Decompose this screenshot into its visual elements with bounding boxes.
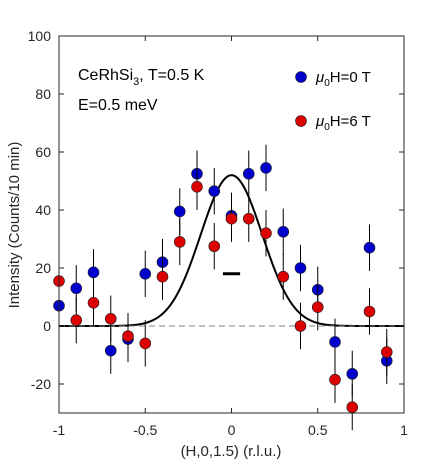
- legend-sub-6T: 0: [324, 122, 330, 133]
- legend-label-6T: μ0H=6 T: [315, 113, 371, 133]
- material-name: CeRhSi: [78, 67, 133, 84]
- y-tick-label: 20: [35, 260, 51, 276]
- data-point: [225, 212, 238, 225]
- temperature-text: , T=0.5 K: [139, 67, 204, 84]
- data-point: [208, 185, 221, 197]
- data-layer: [53, 144, 393, 431]
- legend-rest-6T: H=6 T: [330, 113, 371, 130]
- x-axis-label: (H,0,1.5) (r.l.u.): [181, 443, 282, 460]
- x-tick-label: 0.5: [308, 422, 328, 438]
- legend-label-0T: μ0H=0 T: [315, 69, 371, 89]
- data-point: [260, 227, 272, 239]
- x-tick-label: 0: [228, 422, 236, 438]
- x-tick-label: -1: [53, 422, 66, 438]
- data-point: [208, 240, 221, 253]
- y-tick-label: 60: [35, 144, 51, 160]
- data-point: [87, 266, 100, 279]
- y-tick-label: -20: [31, 376, 51, 392]
- legend-rest-0T: H=0 T: [330, 69, 371, 86]
- data-point: [70, 314, 83, 327]
- data-point: [70, 282, 83, 295]
- x-tick-label: -0.5: [133, 422, 157, 438]
- annotation-energy: E=0.5 meV: [78, 97, 158, 114]
- data-point: [277, 225, 290, 238]
- data-point: [329, 336, 341, 348]
- data-point: [329, 373, 341, 386]
- data-point: [380, 346, 393, 358]
- data-point: [173, 205, 186, 218]
- legend-mu-6T: μ: [315, 113, 324, 130]
- y-tick-label: 0: [43, 318, 51, 334]
- data-point: [294, 262, 307, 274]
- x-tick-label: 1: [400, 422, 408, 438]
- gaussian-fit-curve: [59, 174, 404, 327]
- data-point: [139, 267, 152, 280]
- data-point: [173, 236, 186, 248]
- data-point: [104, 312, 117, 325]
- data-point: [242, 167, 255, 180]
- data-point: [346, 368, 359, 380]
- legend-marker-6T: [295, 115, 307, 127]
- data-point: [156, 270, 169, 283]
- material-subscript: 3: [133, 76, 139, 88]
- legend-marker-0T: [295, 71, 307, 83]
- y-tick-label: 100: [28, 28, 52, 44]
- legend: μ0H=0 T μ0H=6 T: [295, 69, 371, 133]
- legend-sub-0T: 0: [324, 78, 330, 89]
- data-point: [363, 305, 376, 318]
- legend-mu-0T: μ: [315, 69, 324, 86]
- data-point: [242, 212, 255, 225]
- data-point: [260, 162, 272, 174]
- y-axis-label: Intensity (Counts/10 min): [6, 142, 23, 309]
- data-point: [191, 181, 203, 193]
- data-point: [122, 330, 134, 342]
- annotation-material: CeRhSi3, T=0.5 K: [78, 67, 205, 88]
- data-point: [363, 241, 376, 254]
- fit-layer: [59, 174, 404, 327]
- y-tick-label: 40: [35, 202, 51, 218]
- data-point: [104, 344, 117, 357]
- data-point: [87, 296, 100, 309]
- data-point: [277, 270, 290, 283]
- data-point: [139, 337, 152, 350]
- data-point: [294, 320, 307, 332]
- data-point: [346, 401, 359, 414]
- series-6T: [53, 163, 393, 431]
- axes-layer: -1 -0.5 0 0.5 1 -20 0 20 40 60 80 100: [28, 28, 408, 438]
- data-point: [311, 301, 324, 313]
- y-tick-label: 80: [35, 86, 51, 102]
